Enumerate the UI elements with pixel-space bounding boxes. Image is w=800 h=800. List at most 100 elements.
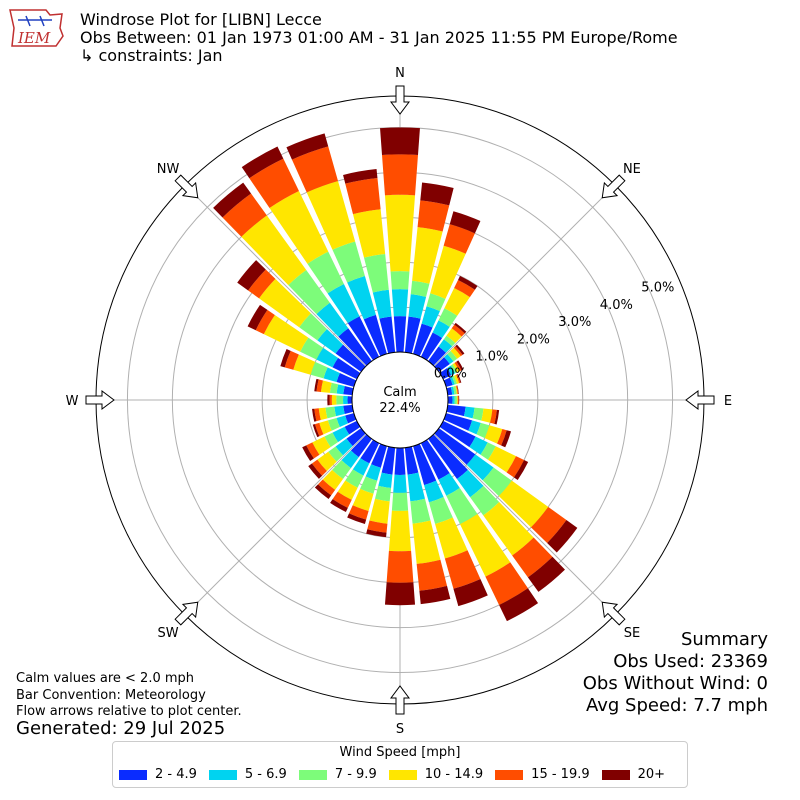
- windrose-bar-260-bin3: [318, 407, 328, 421]
- windrose-bar-310-bin0: [335, 344, 366, 372]
- windrose-bar-80-bin5: [456, 385, 459, 395]
- windrose-bar-300-bin1: [316, 347, 339, 368]
- generated-date: Generated: 29 Jul 2025: [16, 718, 226, 739]
- windrose-bar-60-bin4: [454, 361, 462, 372]
- grid-spoke: [184, 184, 367, 367]
- windrose-bar-230-bin3: [317, 451, 337, 472]
- windrose-bar-180-bin3: [388, 510, 412, 552]
- chart-subtitle-period: Obs Between: 01 Jan 1973 01:00 AM - 31 J…: [80, 28, 678, 47]
- windrose-bar-270-bin1: [343, 395, 348, 405]
- windrose-bar-240-bin2: [324, 432, 339, 448]
- windrose-bar-130-bin2: [482, 467, 512, 497]
- windrose-bar-80-bin4: [456, 385, 459, 395]
- windrose-bar-70-bin2: [451, 375, 457, 385]
- windrose-bar-80-bin3: [455, 385, 458, 395]
- windrose-bar-180-bin0: [394, 447, 406, 475]
- windrose-bar-170-bin0: [404, 446, 419, 475]
- windrose-bar-230-bin1: [335, 438, 353, 456]
- windrose-bar-330-bin5: [241, 146, 284, 179]
- windrose-bar-110-bin5: [501, 430, 512, 448]
- windrose-bar-160-bin1: [424, 480, 444, 503]
- calm-value: 22.4%: [379, 401, 420, 416]
- legend-label: 5 - 6.9: [244, 767, 287, 782]
- windrose-bar-300-bin2: [300, 337, 324, 360]
- legend-item: 5 - 6.9: [208, 767, 287, 782]
- windrose-bar-0-bin4: [382, 154, 418, 196]
- windrose-bar-20-bin4: [443, 224, 475, 254]
- legend-label: 10 - 14.9: [424, 767, 484, 782]
- legend-swatch: [298, 769, 327, 780]
- windrose-bar-50-bin1: [444, 354, 454, 365]
- windrose-bar-70-bin1: [449, 376, 455, 386]
- windrose-bar-320-bin5: [213, 182, 252, 218]
- windrose-bar-350-bin0: [379, 316, 396, 354]
- windrose-bar-100-bin4: [490, 409, 497, 424]
- windrose-bar-210-bin3: [337, 480, 358, 500]
- legend: Wind Speed [mph] 2 - 4.9 5 - 6.9 7 - 9.9 10…: [112, 741, 688, 788]
- windrose-bar-290-bin3: [293, 354, 316, 375]
- windrose-bar-110-bin4: [497, 428, 507, 446]
- windrose-bar-330-bin3: [269, 190, 329, 264]
- windrose-bar-280-bin0: [343, 386, 354, 396]
- flow-arrow-n: [390, 85, 410, 115]
- windrose-bar-210-bin1: [352, 458, 370, 476]
- bar-convention-note: Bar Convention: Meteorology: [16, 688, 206, 703]
- windrose-bar-70-bin4: [456, 374, 461, 384]
- windrose-bar-70-bin0: [443, 377, 453, 387]
- windrose-bar-200-bin0: [371, 443, 387, 468]
- windrose-bar-100-bin1: [463, 406, 475, 419]
- windrose-bar-130-bin1: [466, 454, 494, 481]
- windrose-bar-290-bin0: [336, 372, 357, 387]
- windrose-bar-40-bin2: [443, 335, 456, 347]
- windrose-bar-190-bin5: [366, 529, 387, 538]
- flow-arrow-w: [85, 390, 115, 410]
- legend-swatch: [119, 769, 147, 780]
- windrose-bar-350-bin5: [343, 169, 378, 184]
- windrose-bar-0-bin5: [380, 127, 420, 156]
- windrose-bar-280-bin5: [314, 378, 319, 392]
- windrose-bar-350-bin1: [372, 289, 392, 319]
- flow-arrow-e: [685, 390, 715, 410]
- windrose-bar-350-bin2: [363, 253, 389, 293]
- windrose-bar-10-bin0: [404, 316, 421, 354]
- windrose-bar-230-bin4: [311, 459, 327, 476]
- windrose-bar-200-bin5: [347, 513, 367, 524]
- windrose-bar-270-bin3: [331, 395, 337, 405]
- windrose-bar-120-bin5: [513, 459, 529, 480]
- legend-label: 7 - 9.9: [334, 767, 377, 782]
- legend-swatch: [601, 769, 630, 780]
- windrose-bar-220-bin0: [350, 434, 372, 458]
- windrose-bar-110-bin1: [468, 420, 481, 435]
- windrose-bar-250-bin2: [327, 417, 340, 431]
- windrose-bar-190-bin0: [381, 446, 396, 475]
- windrose-bar-50-bin2: [447, 350, 458, 362]
- radial-tick-label: 4.0%: [600, 298, 633, 313]
- flow-arrow-se: [601, 601, 626, 626]
- windrose-bar-210-bin5: [330, 499, 348, 512]
- windrose-bar-0-bin3: [384, 194, 416, 272]
- legend-label: 20+: [637, 767, 666, 782]
- windrose-bar-70-bin3: [454, 374, 460, 384]
- radial-tick-label: 3.0%: [558, 315, 591, 330]
- windrose-bar-200-bin2: [360, 476, 378, 494]
- windrose-bar-340-bin4: [291, 146, 339, 193]
- windrose-bar-20-bin0: [413, 323, 433, 357]
- windrose-bar-280-bin3: [320, 380, 332, 393]
- windrose-bar-150-bin3: [459, 513, 511, 577]
- windrose-bar-260-bin4: [314, 408, 321, 422]
- windrose-bar-150-bin5: [499, 588, 539, 622]
- windrose-bar-50-bin5: [455, 344, 465, 355]
- windrose-bar-250-bin5: [312, 424, 320, 438]
- windrose-bar-20-bin3: [430, 245, 466, 299]
- windrose-bar-260-bin1: [334, 405, 345, 417]
- windrose-bar-330-bin2: [307, 251, 344, 294]
- windrose-bar-180-bin2: [391, 492, 409, 511]
- windrose-bar-90-bin3: [456, 395, 458, 405]
- grid-spoke: [433, 184, 616, 367]
- windrose-bar-40-bin4: [451, 324, 465, 337]
- windrose-bar-350-bin3: [352, 209, 386, 258]
- windrose-bar-180-bin4: [386, 550, 414, 583]
- calm-note: Calm values are < 2.0 mph: [16, 671, 195, 686]
- windrose-bar-170-bin1: [407, 472, 425, 502]
